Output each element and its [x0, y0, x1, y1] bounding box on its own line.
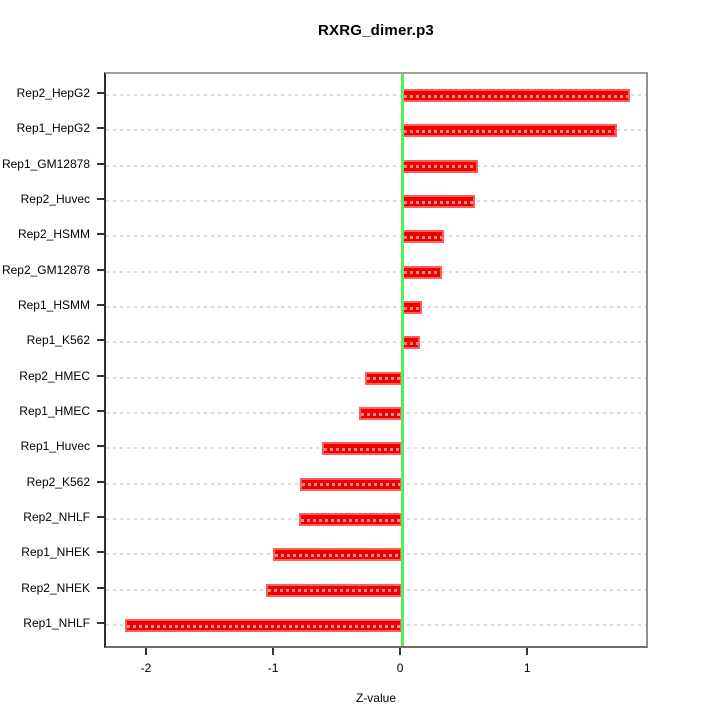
y-axis-label: Rep2_HMEC — [19, 368, 90, 383]
y-axis-label: Rep1_Huvec — [20, 439, 90, 454]
y-axis-tick — [97, 374, 104, 377]
bar-dash-pattern — [404, 271, 440, 275]
chart-title: RXRG_dimer.p3 — [318, 22, 434, 39]
bar-Rep2_HepG2 — [402, 89, 630, 102]
y-axis-tick — [97, 268, 104, 271]
y-axis-tick — [97, 198, 104, 200]
zero-reference-line — [401, 74, 405, 646]
bar-dash-pattern — [360, 412, 401, 416]
bar-dash-pattern — [301, 518, 401, 522]
bar-dash-pattern — [404, 165, 477, 169]
gridline — [106, 341, 646, 344]
x-axis-tick — [144, 648, 147, 655]
bar-dash-pattern — [274, 553, 401, 557]
y-axis-tick — [97, 445, 104, 448]
bar-Rep1_GM12878 — [402, 159, 479, 173]
bar-Rep2_NHEK — [266, 583, 403, 597]
y-axis-label: Rep2_GM12878 — [1, 262, 90, 277]
bar-dash-pattern — [127, 624, 401, 628]
y-axis-tick — [97, 586, 104, 589]
gridline — [106, 270, 646, 273]
bar-dash-pattern — [367, 377, 401, 381]
bar-Rep1_HSMM — [402, 301, 423, 314]
y-axis-tick — [97, 516, 104, 518]
bar-Rep2_NHLF — [299, 513, 403, 526]
bar-Rep1_Huvec — [322, 442, 403, 456]
bar-Rep2_K562 — [300, 477, 403, 491]
plot-area — [104, 72, 648, 648]
bar-Rep1_NHLF — [125, 619, 403, 632]
y-axis-tick — [97, 551, 104, 554]
y-axis-tick — [97, 127, 104, 130]
y-axis-label: Rep1_K562 — [26, 333, 90, 348]
bar-dash-pattern — [404, 129, 615, 133]
y-axis-tick — [97, 304, 104, 306]
y-axis-tick — [97, 339, 104, 342]
y-axis-label: Rep1_HSMM — [17, 298, 90, 312]
y-axis-label: Rep1_NHEK — [21, 545, 90, 560]
y-axis-label: Rep1_HMEC — [19, 404, 90, 418]
bar-dash-pattern — [404, 200, 473, 204]
bar-dash-pattern — [404, 235, 443, 239]
y-axis-label: Rep1_GM12878 — [1, 156, 90, 171]
y-axis-tick — [97, 233, 104, 236]
y-axis-label: Rep2_HSMM — [17, 227, 90, 242]
x-axis-tick — [399, 648, 402, 655]
y-axis-tick — [97, 410, 104, 412]
bar-dash-pattern — [404, 94, 628, 98]
bar-dash-pattern — [404, 341, 418, 345]
x-axis-tick-label: -1 — [267, 661, 279, 675]
gridline — [106, 94, 646, 96]
y-axis-label: Rep1_HepG2 — [16, 121, 90, 136]
bar-dash-pattern — [268, 589, 401, 593]
y-axis-label: Rep2_Huvec — [20, 192, 90, 206]
bar-Rep2_HMEC — [365, 371, 403, 385]
x-axis-title: Z-value — [355, 691, 396, 705]
gridline — [106, 306, 646, 308]
y-axis-label: Rep2_HepG2 — [16, 86, 90, 100]
x-axis-tick-label: -2 — [140, 661, 152, 675]
bar-Rep1_K562 — [402, 336, 420, 350]
x-axis-tick-label: 0 — [396, 661, 404, 675]
bar-dash-pattern — [324, 447, 401, 451]
y-axis-tick — [97, 162, 104, 165]
x-axis-tick — [272, 648, 275, 655]
bar-Rep1_HepG2 — [402, 124, 617, 138]
bar-Rep2_HSMM — [402, 230, 445, 244]
bar-Rep2_GM12878 — [402, 265, 442, 279]
bar-dash-pattern — [302, 483, 401, 487]
gridline — [106, 200, 646, 202]
gridline — [106, 129, 646, 132]
y-axis-tick — [97, 92, 104, 94]
x-axis-tick — [526, 648, 529, 655]
y-axis-tick — [97, 480, 104, 483]
bar-Rep1_HMEC — [358, 407, 403, 420]
y-axis-label: Rep2_NHLF — [23, 510, 90, 524]
bar-dash-pattern — [404, 306, 421, 310]
y-axis-label: Rep2_NHEK — [21, 580, 90, 595]
gridline — [106, 164, 646, 167]
y-axis-tick — [97, 622, 104, 624]
gridline — [106, 235, 646, 238]
y-axis-label: Rep2_K562 — [26, 474, 90, 489]
y-axis-label: Rep1_NHLF — [23, 616, 90, 630]
bar-Rep2_Huvec — [402, 195, 475, 208]
x-axis-tick-label: 1 — [523, 661, 531, 675]
bar-Rep1_NHEK — [272, 548, 403, 562]
